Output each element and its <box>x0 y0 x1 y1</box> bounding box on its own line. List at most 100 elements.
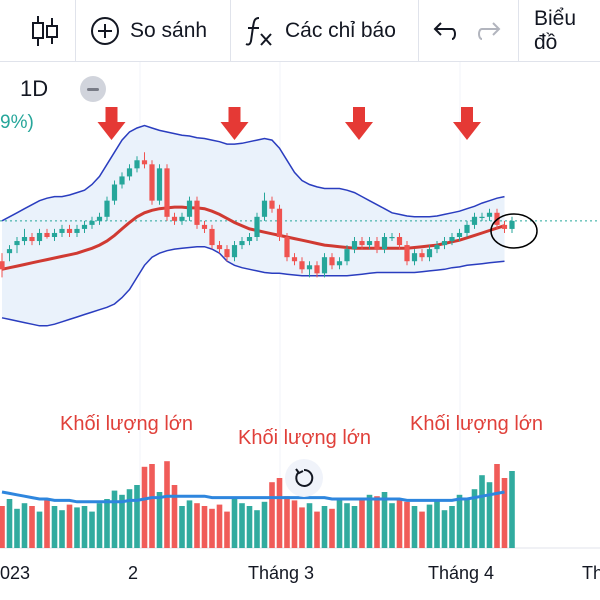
volume-bar <box>479 475 485 548</box>
candle-body <box>426 249 433 258</box>
bollinger-lower-line <box>1 245 505 327</box>
volume-bar <box>509 471 515 548</box>
candle-body <box>306 265 313 270</box>
candlestick-icon[interactable] <box>30 0 60 62</box>
price-chart[interactable] <box>0 62 600 600</box>
candle-body <box>479 216 485 219</box>
candle-body <box>231 245 238 258</box>
collapse-legend-button[interactable] <box>80 76 106 102</box>
volume-bar <box>111 490 118 548</box>
candle-body <box>329 257 335 266</box>
volume-bar <box>336 499 343 548</box>
volume-bar <box>254 510 260 548</box>
volume-bar <box>89 511 95 548</box>
chart-type-button[interactable]: Biểu đồ <box>534 0 600 62</box>
candle-body <box>314 265 320 274</box>
volume-bar <box>239 503 245 548</box>
redo-icon <box>478 22 501 40</box>
volume-bar <box>134 485 140 548</box>
toolbar-divider <box>518 0 519 62</box>
volume-bar <box>351 506 358 548</box>
candle-body <box>119 176 125 185</box>
candle-body <box>89 220 95 225</box>
toolbar-divider <box>75 0 76 62</box>
volume-bar <box>141 466 148 548</box>
volume-bar <box>299 507 305 548</box>
red-arrow-annotation <box>220 107 249 140</box>
indicators-label: Các chỉ báo <box>285 19 396 42</box>
indicators-button[interactable]: Các chỉ báo <box>245 0 396 62</box>
reset-icon <box>295 468 314 487</box>
candle-body <box>486 212 493 217</box>
volume-bar <box>81 506 88 548</box>
undo-button[interactable] <box>432 0 458 62</box>
redo-button[interactable] <box>476 0 502 62</box>
candle-body <box>201 224 208 229</box>
volume-bar <box>96 503 103 548</box>
candle-body <box>501 224 508 229</box>
volume-bar <box>209 508 215 548</box>
volume-bar <box>359 500 365 548</box>
candle-body <box>374 241 380 250</box>
toolbar-divider <box>230 0 231 62</box>
candle-body <box>419 253 425 258</box>
candle-body <box>239 241 245 246</box>
candle-body <box>134 160 140 169</box>
volume-bars <box>0 461 515 548</box>
candle-body <box>21 237 28 242</box>
candle-body <box>156 168 163 201</box>
candle-body <box>449 237 455 242</box>
volume-bar <box>104 499 110 548</box>
candle-body <box>171 216 178 221</box>
volume-bar <box>426 504 433 548</box>
candle-body <box>351 241 358 250</box>
volume-bar <box>434 500 440 548</box>
candle-body <box>36 232 43 242</box>
volume-annotation: Khối lượng lớn <box>238 427 372 449</box>
candle-body <box>0 261 5 270</box>
volume-bar <box>314 511 320 548</box>
volume-bar <box>164 461 170 548</box>
reset-chart-button[interactable] <box>285 459 323 497</box>
candle-body <box>66 228 73 233</box>
compare-button[interactable]: So sánh <box>90 0 207 62</box>
volume-bar <box>66 504 73 548</box>
volume-bar <box>231 497 238 548</box>
candle-body <box>14 241 20 246</box>
volume-bar <box>126 489 133 548</box>
volume-bar <box>6 499 13 548</box>
candle-body <box>411 253 418 262</box>
volume-bar <box>21 503 28 548</box>
volume-ma-line <box>1 490 505 504</box>
candle-body <box>164 168 170 217</box>
candle-body <box>344 249 350 262</box>
candle-body <box>359 241 365 246</box>
volume-bar <box>501 478 508 548</box>
undo-icon <box>433 22 456 40</box>
time-axis-label: Th <box>582 563 600 583</box>
chart-type-label: Biểu đồ <box>534 7 577 54</box>
red-arrow-annotation <box>453 107 481 140</box>
volume-bar <box>59 510 65 548</box>
candle-body <box>261 200 268 217</box>
candle-body <box>51 232 58 237</box>
candle-body <box>141 160 148 165</box>
volume-bar <box>456 494 463 548</box>
candle-body <box>29 237 35 242</box>
interval-label[interactable]: 1D <box>20 76 49 101</box>
candle-body <box>509 220 515 229</box>
volume-bar <box>216 504 223 548</box>
candle-body <box>216 245 223 250</box>
volume-bar <box>381 492 388 548</box>
candle-body <box>224 249 230 258</box>
candle-body <box>404 245 410 262</box>
bollinger-upper-line <box>1 124 505 222</box>
volume-bar <box>36 511 43 548</box>
volume-bar <box>51 506 58 548</box>
candle-body <box>96 216 103 221</box>
candle-body <box>284 237 290 258</box>
volume-annotation: Khối lượng lớn <box>410 413 544 435</box>
volume-bar <box>276 478 283 548</box>
volume-bar <box>44 500 50 548</box>
time-axis-label: Tháng 3 <box>248 563 315 583</box>
